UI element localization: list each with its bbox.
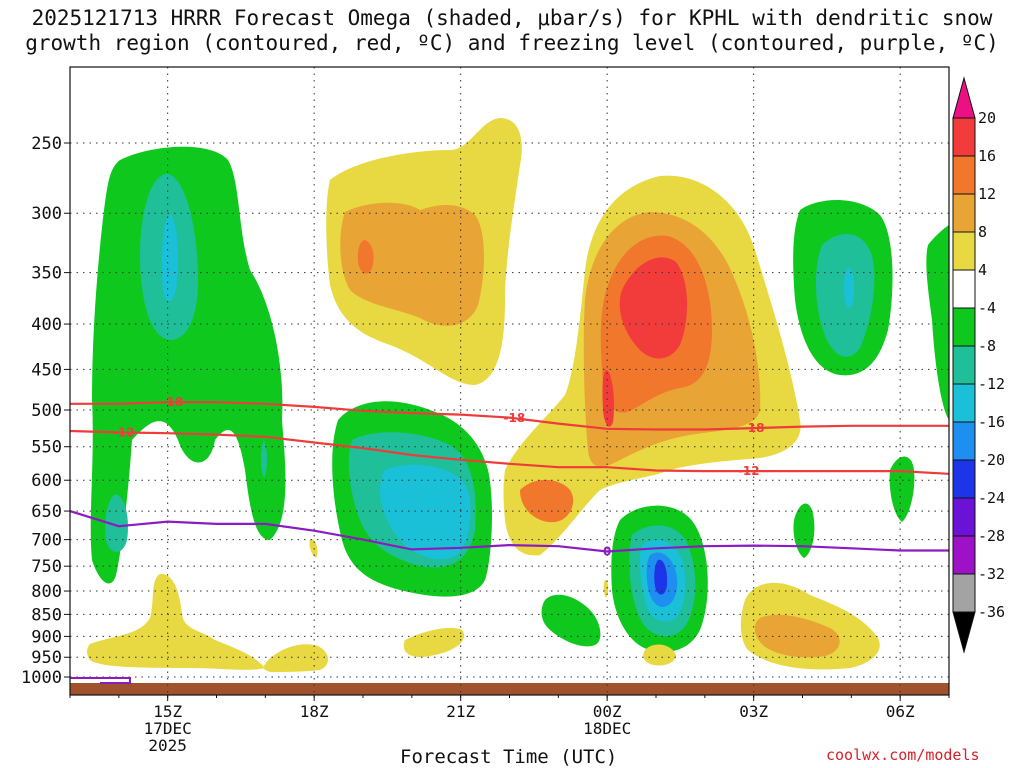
omega-region-green — [90, 146, 286, 584]
colorbar-swatch — [952, 193, 976, 233]
x-tick-year-label: 2025 — [148, 736, 187, 755]
colorbar-label: -28 — [978, 527, 1005, 545]
colorbar-label: -8 — [978, 337, 996, 355]
omega-region-cyan — [161, 214, 178, 302]
contour-layer: -18 -18 -18 -12 -12 0 — [70, 395, 949, 684]
y-axis: 2503003504004505005506006507007508008509… — [21, 134, 70, 688]
omega-region-orange — [554, 488, 563, 505]
omega-region-teal — [261, 440, 267, 478]
y-tick-label: 950 — [31, 648, 62, 668]
omega-region-yellow — [263, 644, 329, 672]
colorbar-top-arrow — [952, 76, 976, 119]
colorbar-label: -36 — [978, 603, 1005, 621]
colorbar-swatch — [952, 345, 976, 385]
omega-region-green — [889, 456, 915, 522]
credit-link[interactable]: coolwx.com/models — [826, 746, 980, 764]
colorbar-swatch — [952, 155, 976, 195]
grid — [70, 67, 949, 695]
colorbar-label: 20 — [978, 109, 996, 127]
y-tick-label: 850 — [31, 605, 62, 625]
chart-title-line-2: growth region (contoured, red, ºC) and f… — [25, 31, 999, 55]
y-tick-label: 550 — [31, 438, 62, 458]
contour-line-dgz_minus18 — [70, 401, 949, 431]
surface-freezing-segment — [70, 677, 131, 684]
omega-region-cyan — [380, 464, 471, 560]
contour-line-dgz_minus12 — [70, 429, 949, 475]
colorbar-label: -32 — [978, 565, 1005, 583]
colorbar-label: 12 — [978, 185, 996, 203]
y-tick-label: 350 — [31, 264, 62, 284]
omega-region-orange-light — [340, 202, 484, 326]
colorbar-label: 8 — [978, 223, 987, 241]
x-tick-label: 03Z — [739, 702, 768, 721]
ground-surface — [70, 683, 949, 695]
omega-region-teal — [105, 494, 128, 552]
x-tick-label: 06Z — [886, 702, 915, 721]
y-tick-label: 450 — [31, 360, 62, 380]
x-tick-date-label: 18DEC — [583, 719, 631, 738]
omega-region-green — [793, 503, 815, 558]
omega-shading — [70, 118, 949, 695]
omega-region-yellow — [309, 539, 318, 558]
colorbar-swatch — [952, 307, 976, 347]
colorbar-swatch — [952, 573, 976, 613]
colorbar-swatch — [952, 269, 976, 309]
colorbar-label: -16 — [978, 413, 1005, 431]
omega-region-green — [926, 225, 949, 420]
colorbar-swatch — [952, 117, 976, 157]
y-tick-label: 1000 — [21, 668, 62, 688]
y-tick-label: 650 — [31, 502, 62, 522]
x-tick-label: 21Z — [446, 702, 475, 721]
x-axis-label: Forecast Time (UTC) — [400, 746, 618, 768]
y-tick-label: 300 — [31, 204, 62, 224]
contour-label-dgz_minus18: -18 — [743, 421, 765, 435]
colorbar-label: -20 — [978, 451, 1005, 469]
y-tick-label: 800 — [31, 582, 62, 602]
chart-title-line-1: 2025121713 HRRR Forecast Omega (shaded, … — [31, 6, 993, 30]
y-tick-label: 250 — [31, 134, 62, 154]
colorbar-swatch — [952, 231, 976, 271]
omega-region-red — [602, 370, 615, 427]
omega-region-yellow — [603, 579, 609, 598]
contour-label-dgz_minus18: -18 — [504, 411, 526, 425]
y-tick-label: 750 — [31, 557, 62, 577]
colorbar-label: -12 — [978, 375, 1005, 393]
colorbar-swatch — [952, 421, 976, 461]
colorbar-bottom-arrow — [952, 611, 976, 654]
colorbar-swatch — [952, 383, 976, 423]
colorbar-label: -24 — [978, 489, 1005, 507]
colorbar-swatch — [952, 535, 976, 575]
y-tick-label: 600 — [31, 471, 62, 491]
x-tick-date-label: 17DEC — [144, 719, 192, 738]
colorbar-label: 4 — [978, 261, 987, 279]
y-tick-label: 700 — [31, 531, 62, 551]
omega-region-red — [619, 257, 688, 359]
omega-region-green — [541, 594, 601, 647]
colorbar-swatch — [952, 497, 976, 537]
omega-region-orange — [357, 240, 374, 274]
colorbar-label: 16 — [978, 147, 996, 165]
omega-region-yellow — [87, 573, 265, 670]
omega-region-cyan — [844, 268, 855, 308]
contour-line-freezing_0 — [70, 510, 949, 553]
omega-region-yellow — [403, 627, 465, 658]
colorbar: 20 16 12 8 4 -4 -8 -12 -16 -20 -24 -28 -32 -36 — [952, 76, 1005, 654]
y-tick-label: 900 — [31, 627, 62, 647]
contour-label-dgz_minus12: -12 — [738, 464, 760, 478]
x-tick-label: 15Z — [153, 702, 182, 721]
omega-region-orange-light — [754, 614, 840, 658]
colorbar-label: -4 — [978, 299, 996, 317]
x-tick-label: 00Z — [593, 702, 622, 721]
omega-region-yellow — [643, 644, 676, 666]
x-tick-label: 18Z — [300, 702, 329, 721]
colorbar-swatch — [952, 459, 976, 499]
contour-label-dgz_minus12: -12 — [113, 426, 135, 440]
y-tick-label: 400 — [31, 315, 62, 335]
contour-label-freezing_0: 0 — [603, 545, 611, 559]
contour-label-dgz_minus18: -18 — [162, 395, 184, 409]
omega-region-dark-blue — [654, 559, 668, 595]
y-tick-label: 500 — [31, 401, 62, 421]
